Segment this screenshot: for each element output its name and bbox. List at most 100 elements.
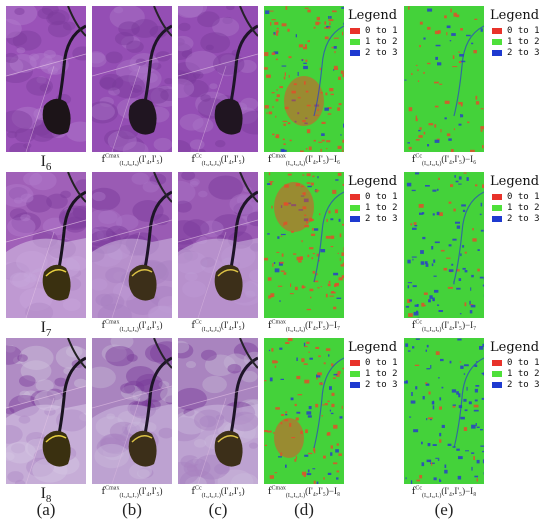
column-label-e: (e) [434,500,454,519]
caption-sub: (I₅,I₆,I₈) [119,161,139,168]
legend-title: Legend [490,8,540,23]
caption-sup: Cmax [105,153,120,160]
legend-swatch-1 [350,359,360,366]
legend-item-3: 2 to 3 [492,47,540,58]
caption-sup: Cc [415,485,423,492]
legend-item-1: 0 to 1 [492,191,540,202]
legend-label-2: 1 to 2 [507,368,540,379]
legend-label-1: 0 to 1 [365,25,398,36]
caption-base: f [411,485,416,497]
panel-r1-c3 [178,6,258,152]
legend-label-1: 0 to 1 [507,191,540,202]
caption-sub: (I₅,I₆,I₈) [201,161,221,168]
caption-base: f [191,485,195,497]
legend-label-3: 2 to 3 [507,213,540,224]
caption-sub: (I₅,I₆,I₇) [422,493,442,500]
caption-r2-c2: fCmax(I₅,I₆,I₈)(I'₄,I'₅) [82,319,182,333]
legend-item-2: 1 to 2 [350,202,398,213]
legend-swatch-3 [492,49,502,56]
panel-r1-c2 [92,6,172,152]
legend-label-1: 0 to 1 [507,357,540,368]
legend-title: Legend [348,174,398,189]
caption-sub: (I₅,I₆,I₇) [201,493,221,500]
caption-sub: (I₅,I₆,I₈) [422,161,442,168]
caption-tail: (I'₄,I'₅) [138,320,163,330]
caption-sup: Cc [415,153,423,160]
caption-sub: (I₅,I₆,I₈) [119,327,139,334]
legend-item-3: 2 to 3 [350,379,398,390]
caption-sup: Cc [194,153,202,160]
caption-tail: (I'₄,I'₅) [138,154,163,164]
caption-base: f [267,153,272,165]
legend-item-2: 1 to 2 [350,36,398,47]
caption-r2-c1: I7 [0,319,96,339]
caption-r3-c5: fCc(I₅,I₆,I₇)(I'₄,I'₅)−I₈ [394,485,494,499]
caption-sub: (I₅,I₆,I₈) [422,327,442,334]
panel-r3-c1 [6,338,86,484]
caption-tail: (I'₄,I'₅)−I₆ [305,154,341,164]
caption-sub: (I₅,I₆,I₈) [285,327,306,334]
caption-r2-c3: fCc(I₅,I₆,I₈)(I'₄,I'₅) [168,319,268,333]
caption-tail: (I'₄,I'₅)−I₇ [305,320,341,330]
panel-r3-c4 [264,338,344,484]
caption-tail: (I'₄,I'₅)−I₆ [441,154,477,164]
legend-item-1: 0 to 1 [492,357,540,368]
legend-swatch-2 [492,38,502,45]
caption-sub: 6 [45,161,52,174]
legend-swatch-3 [492,215,502,222]
caption-sup: Cc [194,319,202,326]
legend-item-1: 0 to 1 [492,25,540,36]
legend-title: Legend [490,174,540,189]
legend-item-3: 2 to 3 [492,379,540,390]
caption-sup: Cmax [271,485,286,492]
caption-sub: (I₅,I₆,I₇) [119,493,139,500]
caption-r3-c3: fCc(I₅,I₆,I₇)(I'₄,I'₅) [168,485,268,499]
caption-r3-c2: fCmax(I₅,I₆,I₇)(I'₄,I'₅) [82,485,182,499]
legend-swatch-2 [350,38,360,45]
panel-r2-c5 [404,172,484,318]
caption-r1-c5: fCc(I₅,I₆,I₈)(I'₄,I'₅)−I₆ [394,153,494,167]
panel-r3-c5 [404,338,484,484]
column-label-a: (a) [36,500,56,519]
column-label-c: (c) [208,500,228,519]
caption-sup: Cc [415,319,423,326]
caption-base: f [101,319,106,331]
legend-label-3: 2 to 3 [507,47,540,58]
legend-swatch-1 [350,27,360,34]
caption-sub: 8 [45,493,52,506]
caption-base: f [411,319,416,331]
caption-base: f [191,319,195,331]
legend-label-3: 2 to 3 [507,379,540,390]
caption-sub: 7 [45,327,52,340]
legend-title: Legend [348,8,398,23]
column-label-b: (b) [122,500,142,519]
caption-base: f [267,319,272,331]
caption-sup: Cc [194,485,202,492]
legend-swatch-3 [350,381,360,388]
legend-label-3: 2 to 3 [365,213,398,224]
caption-sup: Cmax [105,319,120,326]
legend-label-2: 1 to 2 [365,368,398,379]
caption-base: f [101,153,106,165]
caption-sup: Cmax [271,153,286,160]
caption-tail: (I'₄,I'₅) [138,486,163,496]
caption-tail: (I'₄,I'₅) [220,320,245,330]
panel-r3-c3 [178,338,258,484]
legend-item-3: 2 to 3 [492,213,540,224]
legend-label-1: 0 to 1 [365,357,398,368]
caption-sub: (I₅,I₆,I₈) [201,327,221,334]
legend-label-2: 1 to 2 [507,36,540,47]
legend-item-2: 1 to 2 [492,368,540,379]
legend-item-1: 0 to 1 [350,191,398,202]
legend-label-2: 1 to 2 [507,202,540,213]
panel-r1-c4 [264,6,344,152]
caption-sub: (I₅,I₆,I₇) [285,493,306,500]
panel-r1-c5 [404,6,484,152]
caption-base: I [40,485,46,502]
caption-base: f [191,153,195,165]
